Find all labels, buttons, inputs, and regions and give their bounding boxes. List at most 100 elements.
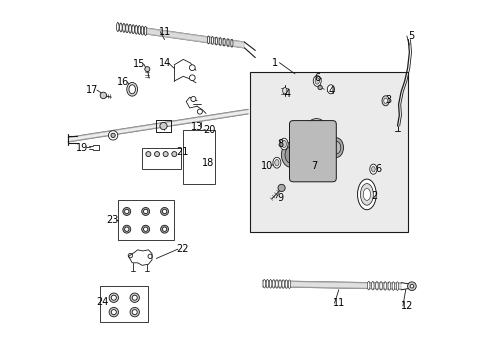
Circle shape [143, 209, 147, 213]
Circle shape [143, 227, 147, 231]
Circle shape [162, 227, 166, 231]
Ellipse shape [278, 280, 281, 288]
Ellipse shape [207, 36, 209, 44]
Circle shape [297, 138, 302, 143]
Ellipse shape [313, 76, 321, 86]
Text: 14: 14 [158, 58, 170, 68]
Circle shape [132, 295, 137, 300]
Polygon shape [262, 281, 400, 289]
Ellipse shape [383, 98, 386, 103]
Ellipse shape [272, 280, 274, 288]
Ellipse shape [272, 157, 280, 168]
Circle shape [111, 133, 115, 138]
Circle shape [132, 310, 137, 315]
Ellipse shape [274, 159, 279, 166]
Circle shape [160, 122, 167, 130]
Ellipse shape [120, 23, 122, 32]
Ellipse shape [285, 280, 287, 288]
Text: 16: 16 [117, 77, 129, 87]
Bar [182, 130, 215, 184]
Ellipse shape [371, 282, 373, 290]
Ellipse shape [138, 26, 141, 35]
Ellipse shape [128, 24, 131, 33]
Ellipse shape [379, 282, 382, 290]
Circle shape [109, 293, 118, 302]
Ellipse shape [383, 282, 386, 290]
Circle shape [297, 159, 302, 164]
Circle shape [317, 85, 322, 90]
Text: 19: 19 [76, 143, 88, 153]
Ellipse shape [126, 82, 137, 96]
Circle shape [130, 293, 139, 302]
Text: 6: 6 [375, 164, 381, 174]
Text: 10: 10 [261, 161, 273, 171]
Bar [118, 200, 173, 240]
Polygon shape [118, 24, 244, 48]
Text: 22: 22 [176, 244, 188, 254]
Ellipse shape [141, 26, 143, 35]
Ellipse shape [116, 22, 119, 31]
Circle shape [100, 92, 106, 99]
Ellipse shape [391, 282, 394, 291]
Text: 9: 9 [277, 193, 283, 203]
Circle shape [122, 225, 130, 233]
Circle shape [189, 65, 195, 71]
Ellipse shape [282, 87, 286, 94]
Ellipse shape [144, 26, 146, 35]
Ellipse shape [129, 85, 135, 94]
Circle shape [160, 207, 168, 215]
Ellipse shape [301, 154, 311, 169]
Ellipse shape [326, 85, 334, 94]
Ellipse shape [219, 37, 221, 45]
Ellipse shape [281, 140, 286, 148]
Ellipse shape [269, 279, 271, 288]
Ellipse shape [357, 179, 375, 210]
Ellipse shape [371, 166, 374, 172]
Ellipse shape [280, 138, 287, 150]
Text: 11: 11 [158, 27, 170, 37]
Ellipse shape [387, 282, 390, 290]
Circle shape [277, 184, 285, 192]
Circle shape [124, 209, 129, 213]
Ellipse shape [265, 279, 268, 288]
Circle shape [111, 295, 116, 300]
Ellipse shape [281, 142, 301, 167]
Circle shape [190, 96, 196, 102]
Text: 20: 20 [203, 125, 215, 135]
Circle shape [148, 254, 152, 258]
Ellipse shape [223, 38, 224, 46]
Ellipse shape [215, 37, 217, 45]
Circle shape [171, 152, 177, 157]
Ellipse shape [303, 157, 309, 166]
Circle shape [409, 284, 413, 288]
Ellipse shape [309, 119, 323, 128]
Text: 5: 5 [407, 31, 413, 41]
Text: 4: 4 [284, 89, 290, 99]
Text: 15: 15 [133, 59, 145, 69]
Circle shape [160, 225, 168, 233]
Circle shape [323, 159, 328, 164]
Ellipse shape [395, 282, 398, 291]
FancyBboxPatch shape [289, 121, 336, 182]
Bar [101, 286, 148, 322]
Text: 23: 23 [105, 215, 118, 225]
Circle shape [128, 253, 132, 258]
Ellipse shape [282, 280, 284, 288]
Circle shape [189, 75, 195, 81]
Text: 3: 3 [385, 95, 391, 105]
Bar [249, 72, 407, 232]
Ellipse shape [230, 39, 232, 47]
Ellipse shape [369, 164, 376, 174]
Text: 18: 18 [202, 158, 214, 168]
Text: 12: 12 [400, 301, 412, 311]
Ellipse shape [135, 25, 137, 34]
Circle shape [163, 152, 168, 157]
Text: 7: 7 [310, 161, 316, 171]
Circle shape [109, 307, 118, 317]
Ellipse shape [366, 281, 369, 290]
Circle shape [407, 282, 415, 291]
Text: 21: 21 [176, 147, 188, 157]
Ellipse shape [132, 25, 134, 34]
Text: 6: 6 [313, 73, 320, 84]
Ellipse shape [360, 184, 373, 205]
